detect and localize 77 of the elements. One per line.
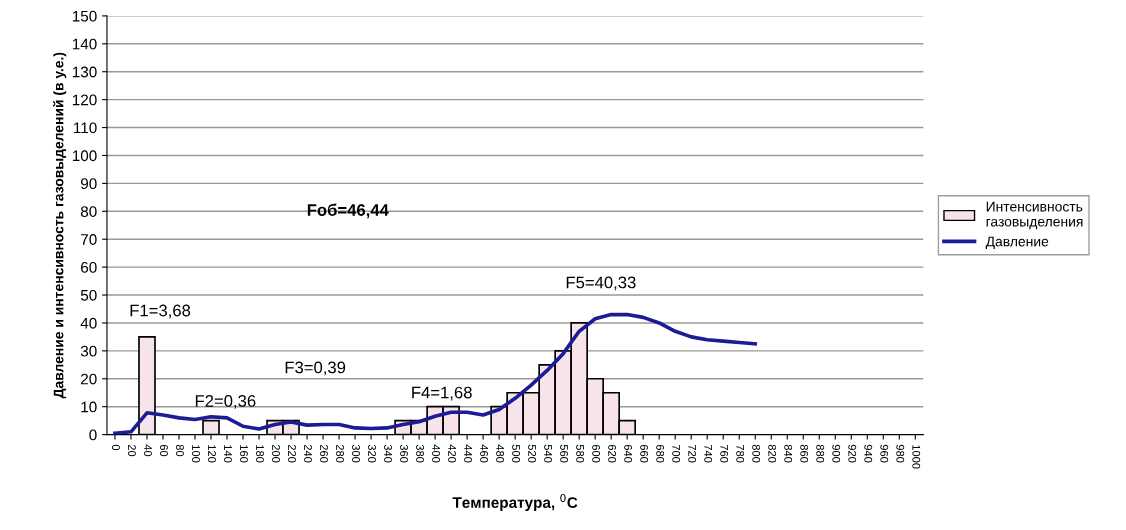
y-tick-label: 120 xyxy=(72,94,97,106)
x-tick-label: 600 xyxy=(592,444,601,463)
x-tick-label: 200 xyxy=(272,444,280,463)
y-tick-label: 150 xyxy=(72,10,97,22)
y-tick-label: 110 xyxy=(74,122,97,134)
x-tick-label: 320 xyxy=(368,444,376,463)
x-tick-label: 260 xyxy=(320,444,328,463)
x-tick-label: 660 xyxy=(640,444,649,463)
y-tick-label: 90 xyxy=(80,178,97,190)
legend-label: Интенсивность газовыделения xyxy=(986,201,1083,230)
y-tick-label: 10 xyxy=(81,401,97,413)
x-tick-label: 620 xyxy=(608,444,617,463)
y-tick-label: 130 xyxy=(72,66,97,78)
x-tick-label: 280 xyxy=(336,444,344,463)
x-tick-label: 740 xyxy=(704,444,713,463)
x-tick-label: 880 xyxy=(816,444,825,463)
y-tick-label: 30 xyxy=(80,345,97,357)
x-tick-label: 140 xyxy=(224,445,232,463)
annotation: F3=0,39 xyxy=(285,361,346,376)
annotation: F4=1,68 xyxy=(412,386,472,401)
x-tick-label: 920 xyxy=(848,444,857,463)
x-tick-label: 980 xyxy=(896,444,905,463)
annotation: F1=3,68 xyxy=(130,304,191,319)
y-tick-label: 140 xyxy=(72,38,97,50)
y-axis-title: Давление и интенсивность газовыделений (в у.е.) xyxy=(52,52,67,399)
y-tick-label: 20 xyxy=(81,373,97,385)
x-tick-label: 960 xyxy=(880,444,889,463)
x-tick-label: 180 xyxy=(256,445,264,463)
x-tick-label: 340 xyxy=(384,444,392,463)
x-tick-label: 400 xyxy=(432,444,440,463)
x-axis-title: Температура, $^{0}$C xyxy=(452,494,578,511)
x-tick-label: 0 xyxy=(111,444,120,451)
x-tick-label: 420 xyxy=(448,444,456,463)
x-tick-label: 100 xyxy=(192,445,200,463)
x-tick-label: 60 xyxy=(160,444,168,457)
x-tick-label: 480 xyxy=(496,444,505,463)
y-tick-label: 70 xyxy=(81,234,97,245)
x-tick-label: 240 xyxy=(304,444,312,463)
x-tick-label: 500 xyxy=(512,444,521,463)
annotation: F2=0,36 xyxy=(195,395,256,409)
x-tick-label: 940 xyxy=(864,444,873,463)
x-tick-label: 860 xyxy=(800,444,809,463)
x-tick-label: 900 xyxy=(832,444,841,463)
x-tick-label: 820 xyxy=(768,444,777,463)
x-tick-label: 1000 xyxy=(912,445,921,469)
y-tick-label: 80 xyxy=(80,206,97,217)
x-tick-label: 760 xyxy=(720,444,729,463)
annotation: Fоб=46,44 xyxy=(307,203,389,219)
x-tick-label: 720 xyxy=(688,444,697,463)
x-tick-label: 460 xyxy=(480,444,489,463)
x-tick-label: 840 xyxy=(784,444,793,463)
x-tick-label: 440 xyxy=(464,444,473,463)
x-tick-label: 700 xyxy=(672,444,681,463)
x-tick-label: 540 xyxy=(544,444,553,463)
y-tick-label: 50 xyxy=(80,289,97,301)
x-tick-label: 380 xyxy=(416,444,424,463)
x-tick-label: 580 xyxy=(576,444,585,463)
x-tick-label: 40 xyxy=(144,444,152,457)
x-tick-label: 160 xyxy=(240,445,248,463)
x-tick-label: 360 xyxy=(400,444,408,463)
legend-label: Давление xyxy=(985,236,1049,250)
x-tick-label: 220 xyxy=(288,444,296,463)
y-tick-label: 100 xyxy=(72,150,97,162)
x-tick-label: 560 xyxy=(560,444,569,463)
x-tick-label: 120 xyxy=(208,445,216,463)
y-tick-label: 40 xyxy=(80,317,97,329)
x-tick-label: 20 xyxy=(128,444,136,457)
x-tick-label: 640 xyxy=(624,444,633,463)
x-tick-label: 520 xyxy=(528,444,537,463)
y-tick-label: 0 xyxy=(89,429,97,441)
annotation: F5=40,33 xyxy=(566,276,636,291)
x-tick-label: 80 xyxy=(176,444,184,457)
y-tick-label: 60 xyxy=(81,261,97,273)
x-tick-label: 300 xyxy=(352,444,360,463)
x-tick-label: 780 xyxy=(736,444,745,463)
x-tick-label: 800 xyxy=(752,444,761,463)
x-tick-label: 680 xyxy=(656,444,665,463)
